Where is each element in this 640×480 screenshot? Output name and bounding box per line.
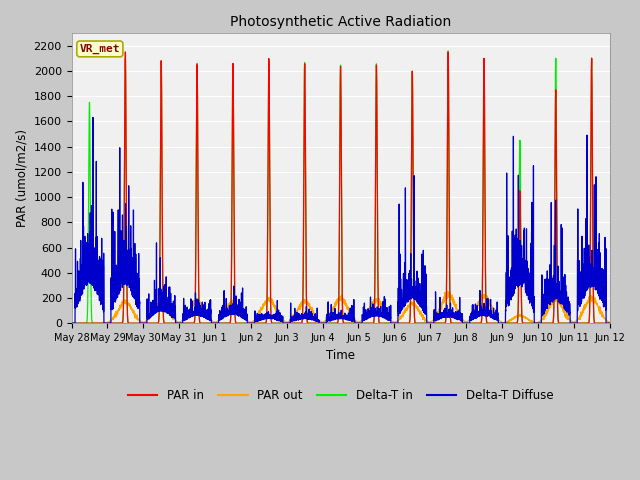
Text: VR_met: VR_met [79,44,120,54]
X-axis label: Time: Time [326,348,355,361]
Y-axis label: PAR (umol/m2/s): PAR (umol/m2/s) [15,129,28,227]
Title: Photosynthetic Active Radiation: Photosynthetic Active Radiation [230,15,451,29]
Legend: PAR in, PAR out, Delta-T in, Delta-T Diffuse: PAR in, PAR out, Delta-T in, Delta-T Dif… [123,384,558,407]
